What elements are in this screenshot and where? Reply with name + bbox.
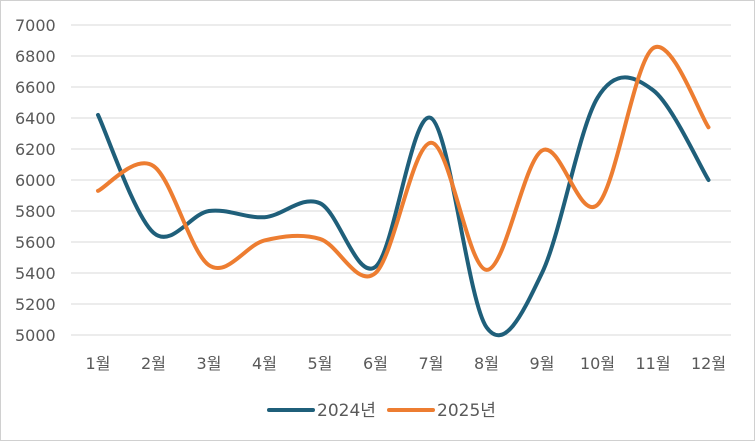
x-tick-label: 1월 — [86, 354, 111, 373]
legend: 2024년 2025년 — [267, 401, 496, 421]
y-tick-label: 6800 — [15, 47, 56, 66]
y-tick-label: 5800 — [15, 202, 56, 221]
x-tick-label: 7월 — [419, 354, 444, 373]
legend-label: 2024년 — [317, 401, 376, 421]
x-tick-label: 10월 — [580, 354, 615, 373]
x-axis-ticks: 1월 2월 3월 4월 5월 6월 7월 8월 9월 10월 11월 12월 — [86, 354, 727, 373]
x-tick-label: 4월 — [252, 354, 277, 373]
x-tick-label: 8월 — [474, 354, 499, 373]
y-axis-ticks: 5000 5200 5400 5600 5800 6000 6200 6400 6600 6800… — [15, 16, 56, 345]
legend-label: 2025년 — [437, 401, 496, 421]
series-line-2 — [96, 44, 711, 279]
y-tick-label: 6000 — [15, 171, 56, 190]
y-tick-label: 5400 — [15, 264, 56, 283]
x-tick-label: 9월 — [530, 354, 555, 373]
x-tick-label: 6월 — [363, 354, 388, 373]
y-tick-label: 5600 — [15, 233, 56, 252]
x-tick-label: 5월 — [308, 354, 333, 373]
y-tick-label: 6600 — [15, 78, 56, 97]
series-line-1 — [96, 75, 711, 338]
x-tick-label: 11월 — [635, 354, 670, 373]
series-lines — [96, 44, 711, 338]
y-tick-label: 5200 — [15, 295, 56, 314]
y-tick-label: 6400 — [15, 109, 56, 128]
x-tick-label: 2월 — [141, 354, 166, 373]
gridlines — [71, 24, 731, 336]
y-tick-label: 7000 — [15, 16, 56, 35]
y-tick-label: 6200 — [15, 140, 56, 159]
x-tick-label: 3월 — [197, 354, 222, 373]
x-tick-label: 12월 — [691, 354, 726, 373]
y-tick-label: 5000 — [15, 326, 56, 345]
